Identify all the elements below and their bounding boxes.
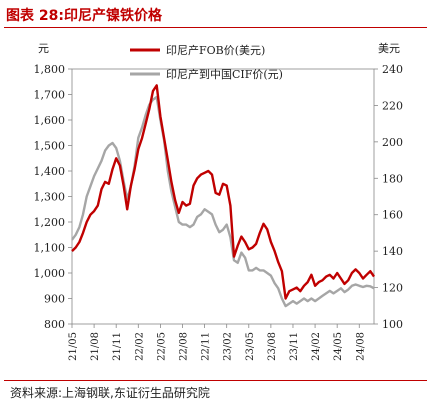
y-right-tick-label: 140 [382,245,403,258]
y-right-tick-label: 240 [382,63,403,76]
x-tick-label: 21/11 [112,332,123,361]
legend: 印尼产FOB价(美元) 印尼产到中国CIF价(元) [130,43,283,81]
y-left-tick-label: 1,200 [34,216,66,229]
y-left-tick-label: 800 [44,318,65,331]
y-left-tick-label: 1,000 [34,267,66,280]
legend-label-cif: 印尼产到中国CIF价(元) [166,67,283,81]
plot-border [71,68,375,325]
y-left-tick-label: 1,500 [34,140,66,153]
x-tick-label: 23/02 [223,332,234,361]
y-left-axis: 800 900 1,000 1,100 1,200 1,300 1,400 1,500 1,60… [34,63,72,331]
y-left-tick-label: 1,600 [34,114,66,127]
y-right-tick-label: 180 [382,172,403,185]
title-rule [4,27,427,28]
x-tick-label: 21/05 [68,332,79,361]
y-left-tick-label: 1,700 [34,89,66,102]
x-tick-label: 22/02 [134,332,145,361]
y-right-axis: 100 120 140 160 180 200 220 240 [374,63,403,331]
x-tick-label: 24/08 [355,332,366,361]
y-right-tick-label: 120 [382,282,403,295]
y-right-tick-label: 220 [382,99,403,112]
x-tick-label: 22/08 [178,332,189,361]
series-line-fob [71,84,375,300]
plot-frame [71,68,375,325]
x-tick-label: 23/11 [289,332,300,361]
y-right-unit-label: 美元 [378,42,400,55]
y-left-tick-label: 1,100 [34,242,66,255]
y-left-tick-label: 900 [44,293,65,306]
x-tick-label: 22/11 [201,332,212,361]
source-rule [4,380,427,381]
y-left-tick-label: 1,300 [34,191,66,204]
x-tick-label: 22/05 [156,332,167,361]
x-tick-label: 23/05 [245,332,256,361]
y-right-tick-label: 200 [382,136,403,149]
x-tick-label: 23/08 [267,332,278,361]
x-tick-label: 24/02 [311,332,322,361]
y-left-tick-label: 1,800 [34,63,66,76]
series-layer [71,84,375,308]
legend-label-fob: 印尼产FOB价(美元) [166,43,265,57]
nickel-iron-price-chart: 元 美元 800 900 1,000 1,100 1,200 1,300 1,400 1,50… [34,42,404,361]
x-tick-label: 21/08 [90,332,101,361]
y-right-tick-label: 160 [382,209,403,222]
figure-title: 图表 28:印尼产镍铁价格 [6,8,162,24]
y-left-tick-label: 1,400 [34,165,66,178]
source-note: 资料来源:上海钢联,东证衍生品研究院 [10,386,210,400]
x-axis: 21/05 21/08 21/11 22/02 22/05 22/08 22/11 23/02… [68,324,366,361]
y-left-unit-label: 元 [38,42,49,55]
x-tick-label: 24/05 [333,332,344,361]
y-right-tick-label: 100 [382,318,403,331]
